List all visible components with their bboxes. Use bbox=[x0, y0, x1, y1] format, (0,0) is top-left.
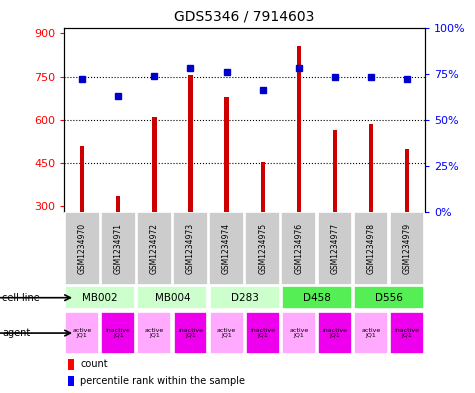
Text: D556: D556 bbox=[375, 293, 403, 303]
Text: D458: D458 bbox=[303, 293, 331, 303]
Text: inactive
JQ1: inactive JQ1 bbox=[106, 328, 131, 338]
Bar bbox=[65, 286, 135, 309]
Text: GSM1234970: GSM1234970 bbox=[78, 223, 86, 274]
Bar bbox=[282, 286, 352, 309]
Bar bbox=[260, 162, 265, 212]
Bar bbox=[282, 212, 316, 285]
Title: GDS5346 / 7914603: GDS5346 / 7914603 bbox=[174, 9, 315, 24]
Text: GSM1234973: GSM1234973 bbox=[186, 223, 195, 274]
Bar bbox=[369, 124, 373, 212]
Bar bbox=[209, 212, 244, 285]
Bar bbox=[354, 286, 424, 309]
Bar bbox=[282, 312, 316, 354]
Bar bbox=[296, 46, 301, 212]
Bar bbox=[80, 146, 85, 212]
Text: GSM1234972: GSM1234972 bbox=[150, 223, 159, 274]
Text: count: count bbox=[80, 359, 108, 369]
Text: MB004: MB004 bbox=[155, 293, 190, 303]
Text: D283: D283 bbox=[231, 293, 258, 303]
Bar bbox=[390, 312, 424, 354]
Bar bbox=[152, 117, 157, 212]
Text: percentile rank within the sample: percentile rank within the sample bbox=[80, 376, 246, 386]
Bar bbox=[137, 312, 171, 354]
Bar bbox=[354, 212, 388, 285]
Bar bbox=[65, 312, 99, 354]
Bar bbox=[224, 97, 229, 212]
Text: inactive
JQ1: inactive JQ1 bbox=[178, 328, 203, 338]
Bar bbox=[101, 312, 135, 354]
Bar bbox=[246, 212, 280, 285]
Bar bbox=[137, 286, 208, 309]
Text: GSM1234974: GSM1234974 bbox=[222, 223, 231, 274]
Text: active
JQ1: active JQ1 bbox=[145, 328, 164, 338]
Text: inactive
JQ1: inactive JQ1 bbox=[395, 328, 419, 338]
Bar bbox=[318, 312, 352, 354]
Bar bbox=[68, 359, 74, 370]
Bar bbox=[246, 312, 280, 354]
Bar bbox=[101, 212, 135, 285]
Text: inactive
JQ1: inactive JQ1 bbox=[323, 328, 347, 338]
Bar bbox=[173, 212, 208, 285]
Bar bbox=[354, 312, 388, 354]
Text: active
JQ1: active JQ1 bbox=[361, 328, 380, 338]
Bar bbox=[68, 376, 74, 386]
Bar bbox=[318, 212, 352, 285]
Bar bbox=[173, 312, 208, 354]
Text: agent: agent bbox=[2, 328, 30, 338]
Bar bbox=[188, 75, 193, 212]
Text: GSM1234977: GSM1234977 bbox=[331, 223, 339, 274]
Text: cell line: cell line bbox=[2, 293, 40, 303]
Text: active
JQ1: active JQ1 bbox=[73, 328, 92, 338]
Text: GSM1234978: GSM1234978 bbox=[367, 223, 375, 274]
Text: active
JQ1: active JQ1 bbox=[217, 328, 236, 338]
Text: inactive
JQ1: inactive JQ1 bbox=[250, 328, 275, 338]
Text: GSM1234979: GSM1234979 bbox=[403, 223, 411, 274]
Bar bbox=[137, 212, 171, 285]
Bar bbox=[209, 286, 280, 309]
Bar bbox=[65, 212, 99, 285]
Bar bbox=[405, 149, 409, 212]
Text: active
JQ1: active JQ1 bbox=[289, 328, 308, 338]
Bar bbox=[209, 312, 244, 354]
Text: MB002: MB002 bbox=[83, 293, 118, 303]
Text: GSM1234976: GSM1234976 bbox=[294, 223, 303, 274]
Bar bbox=[116, 196, 121, 212]
Bar bbox=[390, 212, 424, 285]
Text: GSM1234971: GSM1234971 bbox=[114, 223, 123, 274]
Text: GSM1234975: GSM1234975 bbox=[258, 223, 267, 274]
Bar bbox=[332, 130, 337, 212]
